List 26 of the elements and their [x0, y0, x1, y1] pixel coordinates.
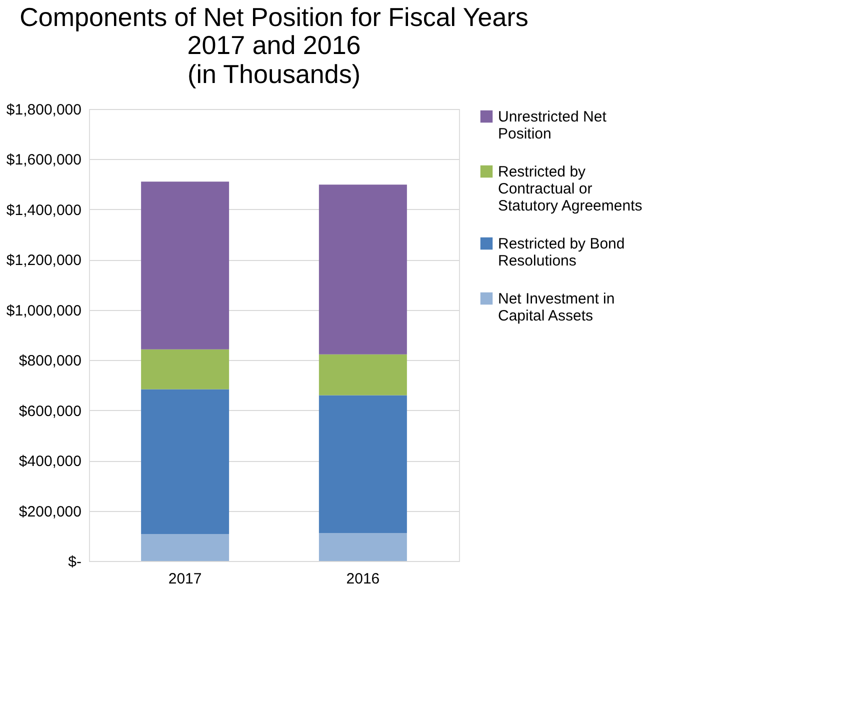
bar [141, 349, 230, 390]
x-tick-label: 2016 [346, 570, 380, 588]
x-tick-label: 2017 [168, 570, 202, 588]
bar [318, 395, 407, 534]
bar [318, 354, 407, 396]
y-tick-label: $400,000 [18, 453, 82, 470]
legend-label: Restricted by Bond Resolutions [498, 236, 625, 270]
chart-title: Components of Net Position for Fiscal Years 2017 and 2016 [20, 2, 528, 60]
bar [318, 184, 407, 354]
y-tick-label: $800,000 [18, 352, 82, 370]
y-tick-label: $1,200,000 [6, 252, 82, 270]
y-tick-label: $1,600,000 [6, 152, 82, 169]
y-tick-label: $600,000 [18, 402, 82, 420]
legend-label: Net Investment in Capital Assets [498, 290, 615, 324]
y-tick-label: $1,800,000 [6, 102, 82, 118]
y-tick-label: $1,000,000 [6, 302, 82, 320]
bar [141, 534, 230, 561]
y-tick-label: $- [68, 554, 82, 570]
bar [141, 389, 230, 534]
y-tick-label: $200,000 [18, 503, 82, 520]
y-tick-label: $1,400,000 [6, 202, 82, 219]
bar [318, 533, 407, 561]
legend-label: Restricted by Contractual or Statutory Agreements [498, 164, 642, 214]
chart-subtitle: (in Thousands) [188, 59, 360, 89]
bar [141, 182, 230, 350]
legend-label: Unrestricted Net Position [498, 108, 608, 142]
